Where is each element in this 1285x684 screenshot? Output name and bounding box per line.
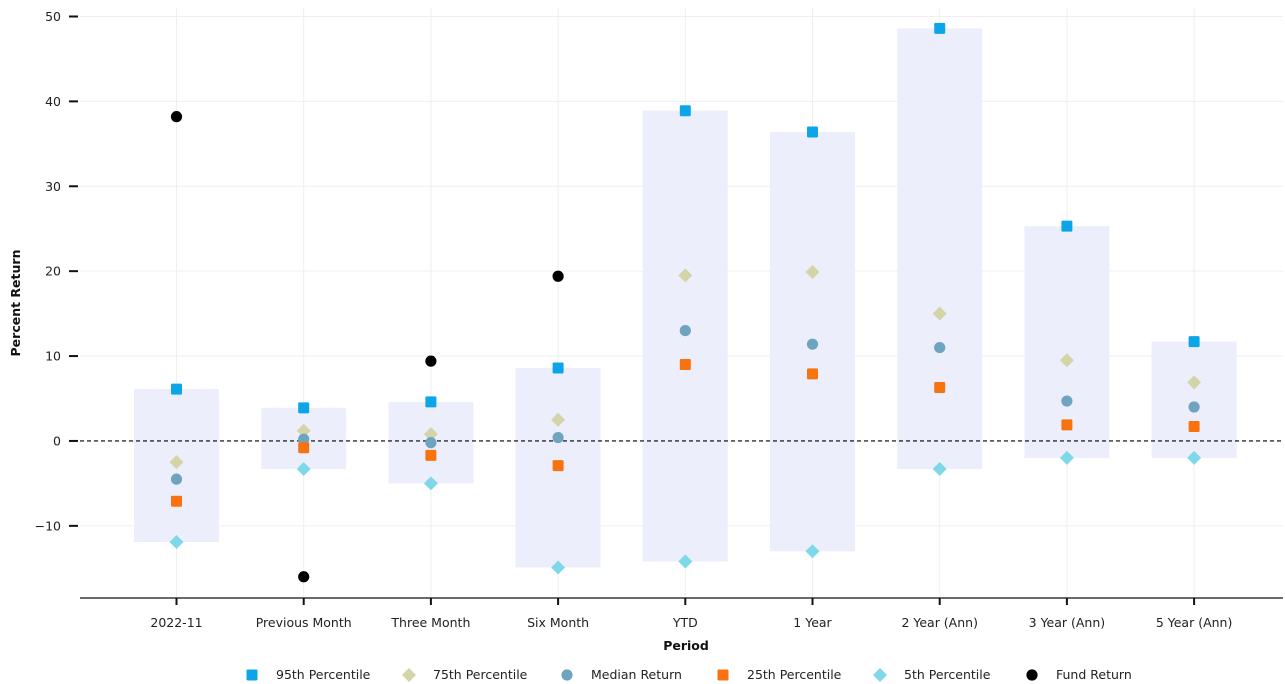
75th-percentile-point: [932, 306, 947, 321]
range-band: [1024, 226, 1110, 458]
series-25th-percentile: [171, 359, 1200, 507]
legend-label: Median Return: [591, 667, 682, 682]
fund-return-point: [170, 111, 183, 123]
25th-percentile-point: [1061, 419, 1073, 431]
95th-percentile-point: [171, 383, 182, 395]
75th-percentile-point: [1059, 353, 1074, 368]
legend-item-75th-percentile: 75th Percentile: [402, 667, 528, 682]
25th-percentile-point: [171, 495, 182, 507]
legend-marker: [402, 668, 416, 682]
x-tick-label: 5 Year (Ann): [1156, 615, 1233, 630]
x-tick-label: 2 Year (Ann): [901, 615, 978, 630]
x-tick-label: Previous Month: [256, 615, 352, 630]
legend-marker: [717, 669, 729, 681]
fund-return-point: [552, 270, 564, 282]
y-axis-title: Percent Return: [8, 250, 23, 357]
median-return-point: [934, 341, 946, 354]
series-fund-return: [170, 111, 564, 583]
x-tick-label: Six Month: [527, 615, 589, 630]
median-return-point: [1188, 401, 1200, 413]
fund-return-point: [425, 355, 437, 367]
95th-percentile-point: [552, 362, 564, 374]
5th-percentile-point: [805, 544, 820, 559]
y-tick-label: 20: [45, 264, 61, 279]
y-tick-label: 10: [45, 349, 61, 364]
25th-percentile-point: [552, 460, 564, 472]
5th-percentile-point: [551, 560, 566, 575]
legend-item-fund-return: Fund Return: [1026, 667, 1132, 682]
95th-percentile-point: [934, 22, 946, 34]
95th-percentile-point: [425, 396, 437, 408]
legend-item-median-return: Median Return: [561, 667, 682, 682]
5th-percentile-point: [678, 554, 693, 569]
75th-percentile-point: [423, 427, 438, 442]
75th-percentile-point: [169, 455, 184, 470]
median-return-point: [1061, 395, 1073, 407]
legend-marker: [561, 669, 573, 681]
25th-percentile-point: [934, 381, 946, 393]
75th-percentile-point: [805, 265, 820, 280]
25th-percentile-point: [425, 449, 437, 461]
x-tick-label: 1 Year: [793, 615, 832, 630]
x-tick-label: 3 Year (Ann): [1029, 615, 1106, 630]
range-band: [897, 28, 983, 469]
x-tick-label: Three Month: [390, 615, 470, 630]
5th-percentile-point: [169, 534, 184, 549]
x-tick-label: YTD: [672, 615, 698, 630]
x-tick-label: 2022-11: [150, 615, 202, 630]
median-return-point: [298, 433, 310, 445]
5th-percentile-point: [423, 476, 438, 491]
series-75th-percentile: [169, 265, 1202, 470]
median-return-point: [552, 431, 564, 444]
axes: −10 0 10 20 30 40 50 2022-11 Previous Month Three…: [35, 9, 1283, 630]
y-tick-label: 40: [45, 94, 61, 109]
75th-percentile-point: [296, 423, 311, 438]
range-band: [1151, 341, 1237, 458]
series-5th-percentile: [169, 450, 1202, 575]
5th-percentile-point: [1187, 450, 1202, 465]
series-median-return: [170, 324, 1200, 485]
95th-percentile-point: [807, 126, 818, 138]
median-return-point: [170, 473, 183, 485]
legend-item-5th-percentile: 5th Percentile: [873, 667, 991, 682]
legend-label: 25th Percentile: [747, 667, 842, 682]
y-tick-label: −10: [35, 518, 61, 533]
25th-percentile-point: [298, 442, 310, 454]
95th-percentile-point: [298, 402, 310, 414]
25th-percentile-point: [679, 359, 691, 371]
legend-label: 95th Percentile: [276, 667, 371, 682]
y-tick-label: 0: [53, 433, 61, 448]
series-95th-percentile: [171, 22, 1200, 414]
95th-percentile-point: [1188, 336, 1200, 348]
legend-item-95th-percentile: 95th Percentile: [246, 667, 371, 682]
y-tick-label: 30: [45, 179, 61, 194]
legend: 95th Percentile 75th Percentile Median Ret…: [246, 667, 1132, 682]
legend-label: 5th Percentile: [904, 667, 991, 682]
75th-percentile-point: [678, 268, 693, 283]
legend-marker: [246, 669, 258, 681]
5th-percentile-point: [1059, 450, 1074, 465]
y-tick-label: 50: [45, 9, 61, 24]
x-axis-title: Period: [663, 638, 709, 653]
legend-item-25th-percentile: 25th Percentile: [717, 667, 842, 682]
25th-percentile-point: [1188, 421, 1200, 433]
fund-return-point: [298, 571, 310, 583]
markers: [169, 22, 1202, 583]
75th-percentile-point: [1187, 375, 1202, 390]
legend-label: Fund Return: [1056, 667, 1132, 682]
legend-marker: [873, 668, 887, 682]
5th-percentile-point: [932, 461, 947, 476]
95th-percentile-point: [1061, 220, 1073, 232]
25th-percentile-point: [807, 368, 818, 380]
legend-label: 75th Percentile: [433, 667, 528, 682]
legend-marker: [1026, 669, 1038, 681]
5th-percentile-point: [296, 461, 311, 476]
median-return-point: [425, 437, 437, 449]
median-return-point: [806, 338, 819, 350]
95th-percentile-point: [679, 105, 691, 117]
75th-percentile-point: [551, 412, 566, 427]
median-return-point: [679, 324, 691, 337]
